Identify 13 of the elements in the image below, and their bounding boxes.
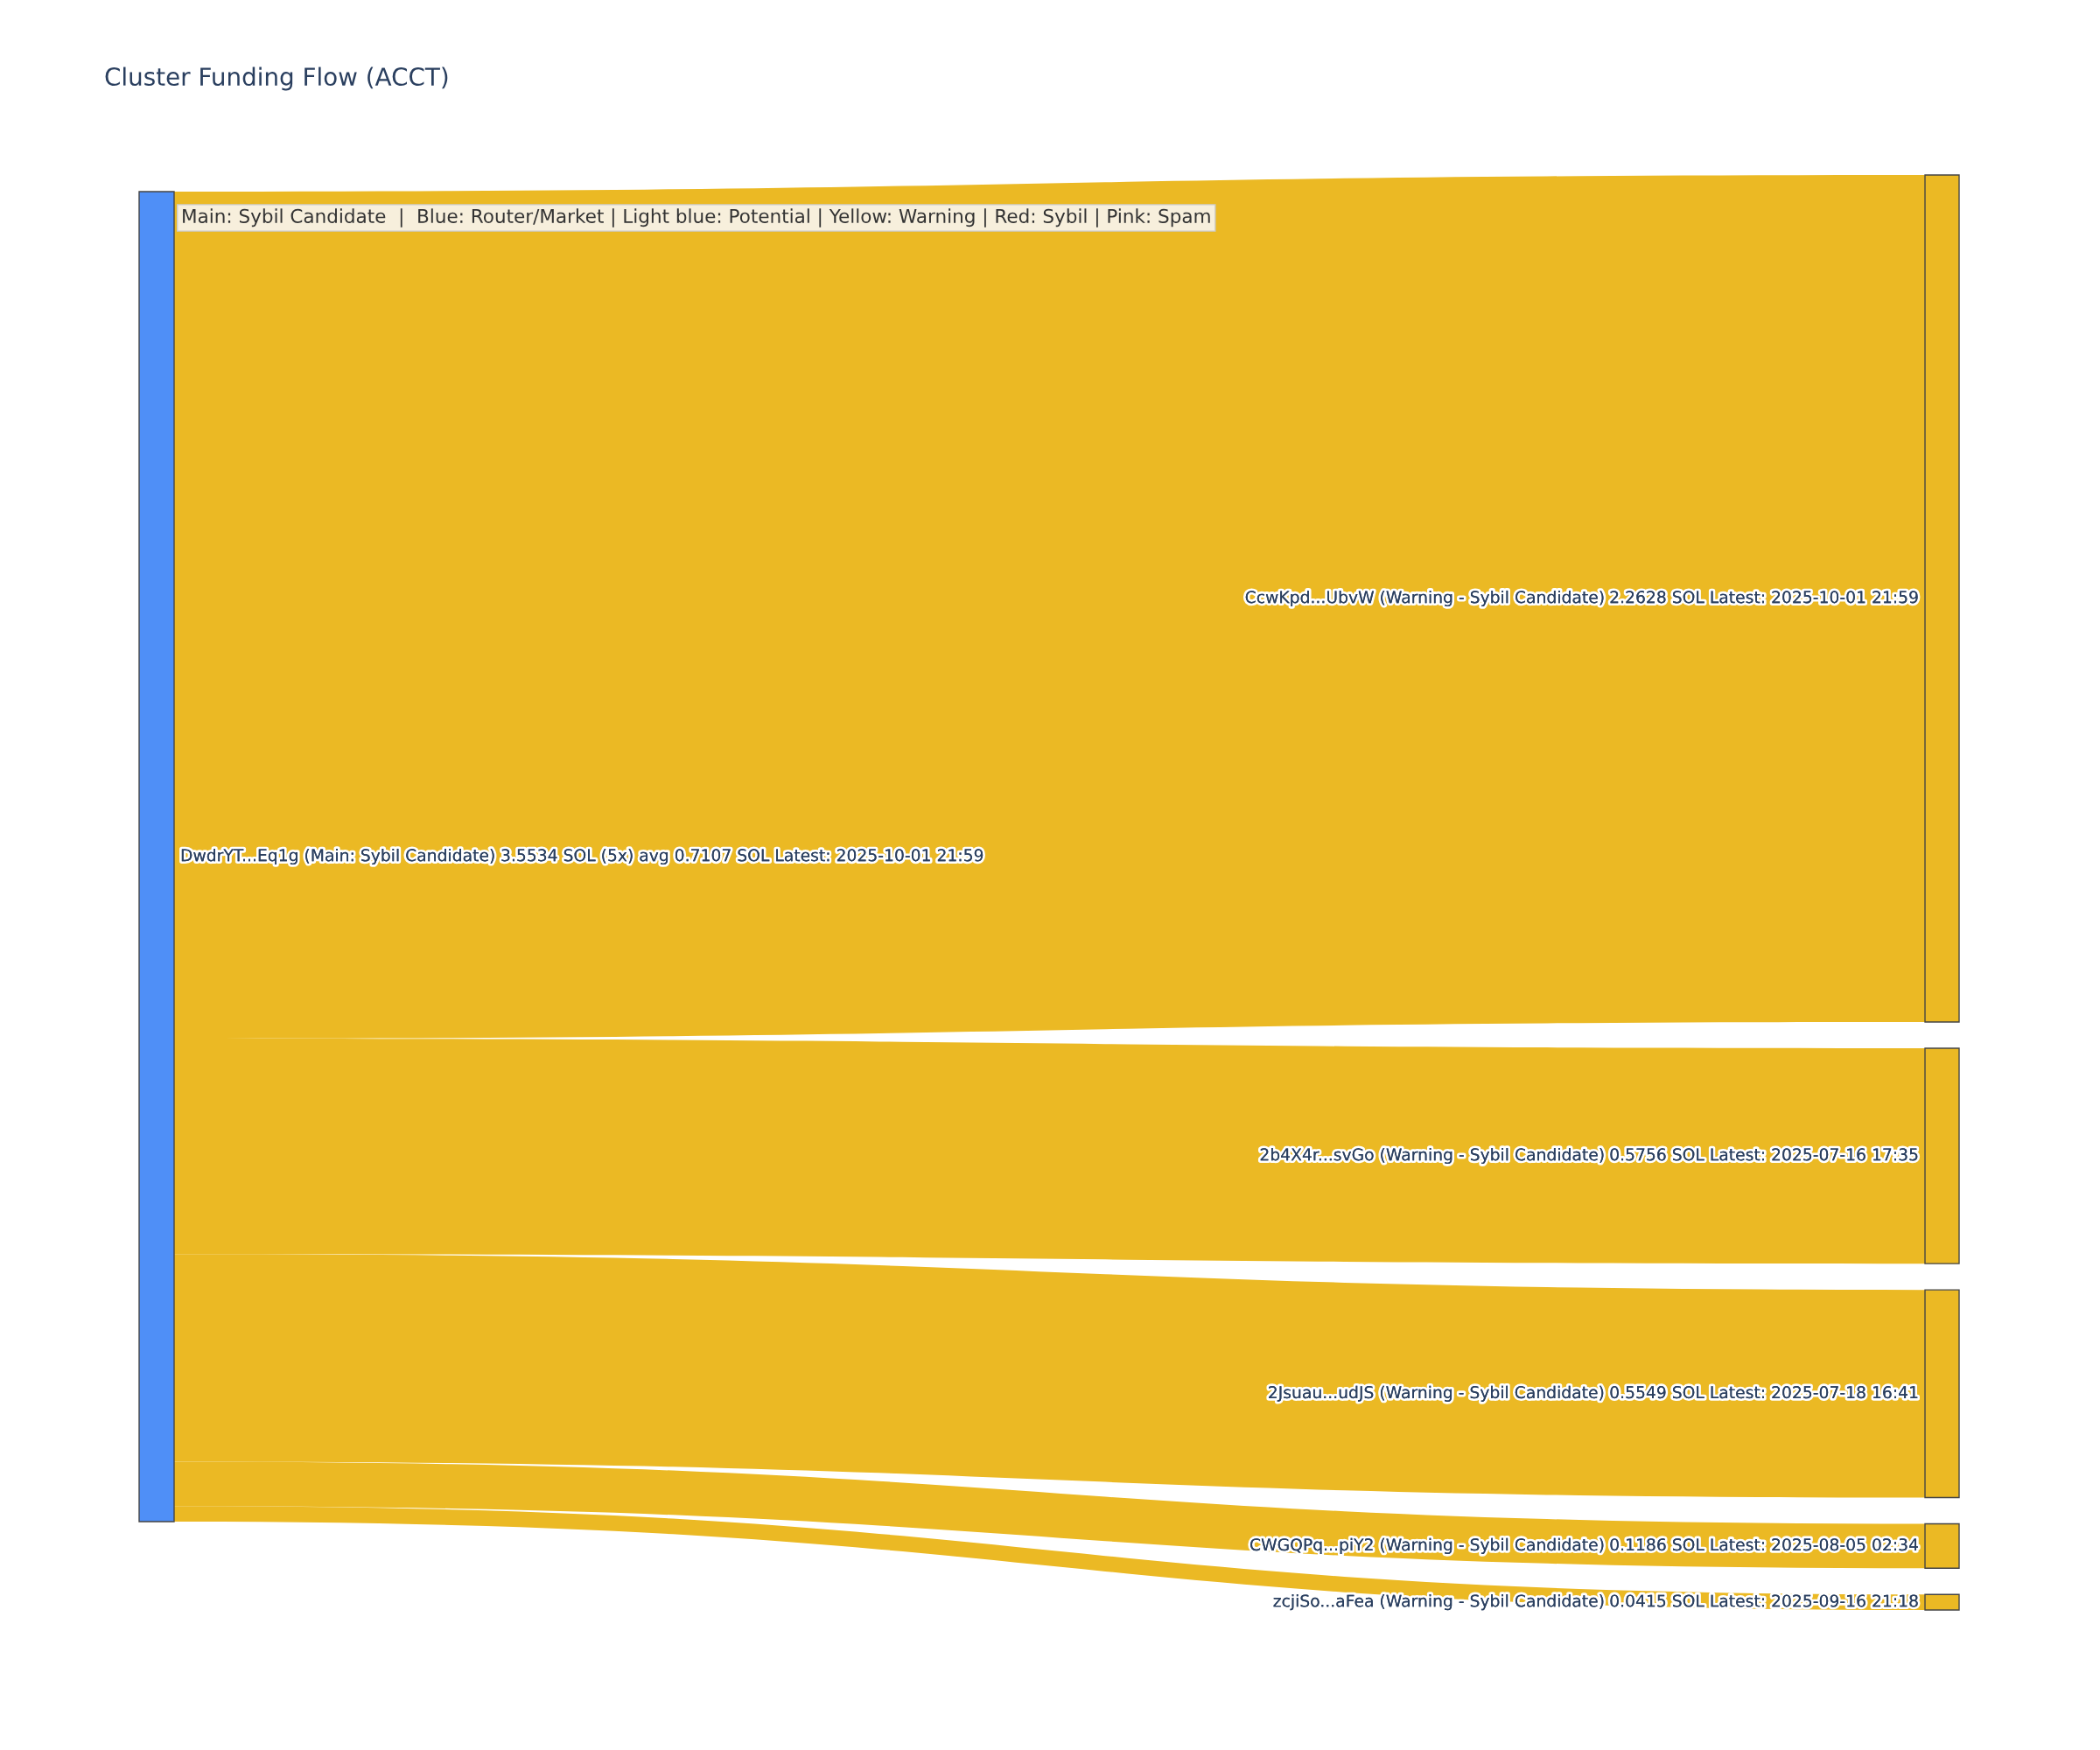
data-label: 2.2628 SOL Latest: 2025-10-01 21:59	[1610, 591, 1918, 604]
category-label: 2b4X4r...svGo (Warning - Sybil Candidate)	[1260, 1147, 1604, 1165]
data-label: 0.0415 SOL Latest: 2025-09-16 21:18	[1610, 1594, 1918, 1607]
text: Main: Sybil Candidate | Blue: Router/Market | Light blue: Potential | Yellow: Warning | Red: Sybil | Pink: Spam	[183, 208, 1210, 228]
text: Cluster Funding Flow (ACCT)	[105, 66, 448, 91]
category-label: 2Jsuau...udJS (Warning - Sybil Candidate)	[1269, 1385, 1604, 1402]
data-label: 0.5756 SOL Latest: 2025-07-16 17:35	[1610, 1148, 1918, 1161]
category-label: CcwKpd...UbvW (Warning - Sybil Candidate)	[1245, 590, 1604, 607]
data-label: 0.1186 SOL Latest: 2025-08-05 02:34	[1610, 1538, 1918, 1551]
series-label: DwdrYT...Eq1g (Main: Sybil Candidate)	[181, 848, 494, 865]
data-label: 0.5549 SOL Latest: 2025-07-18 16:41	[1610, 1386, 1918, 1399]
category-label: CWGQPq...piY2 (Warning - Sybil Candidate)	[1250, 1537, 1604, 1554]
text: 3.5534 SOL (5x) avg 0.7107 SOL Latest: 2025-10-01 21:59	[501, 848, 984, 865]
